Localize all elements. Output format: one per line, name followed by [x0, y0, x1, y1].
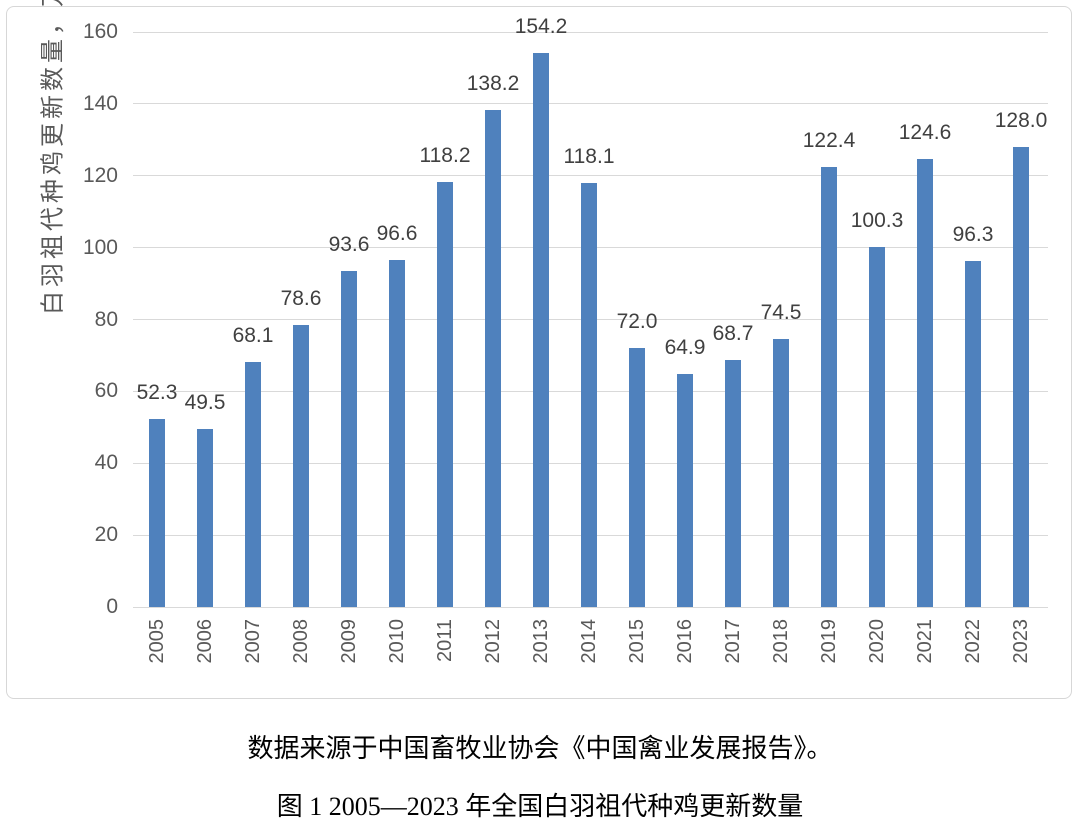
bar-value-label-2007: 68.1 — [232, 324, 274, 348]
x-tick-label-2010: 2010 — [386, 619, 408, 664]
y-tick-label-80: 80 — [94, 307, 118, 331]
bar-2020 — [869, 246, 885, 607]
bar-value-label-2013: 154.2 — [514, 14, 568, 38]
gridline-140 — [133, 103, 1048, 105]
gridline-120 — [133, 175, 1048, 177]
bar-value-label-2016: 64.9 — [664, 335, 706, 359]
bar-2008 — [293, 324, 309, 607]
bar-value-label-2012: 138.2 — [466, 72, 520, 96]
bar-2006 — [197, 429, 213, 607]
bar-2015 — [629, 348, 645, 607]
x-tick-label-2013: 2013 — [530, 619, 552, 664]
gridline-0 — [133, 606, 1048, 608]
x-tick-label-2018: 2018 — [770, 619, 792, 664]
y-tick-label-140: 140 — [82, 91, 118, 115]
bar-value-label-2017: 68.7 — [712, 322, 754, 346]
y-tick-label-20: 20 — [94, 523, 118, 547]
x-tick-label-2005: 2005 — [146, 619, 168, 664]
y-tick-label-0: 0 — [106, 595, 118, 618]
x-tick-label-2006: 2006 — [194, 619, 216, 664]
bar-2022 — [965, 260, 981, 607]
bar-value-label-2010: 96.6 — [376, 221, 418, 245]
bar-2011 — [437, 182, 453, 607]
bar-2021 — [917, 159, 933, 607]
bar-2023 — [1013, 147, 1029, 607]
figure-caption: 图 1 2005—2023 年全国白羽祖代种鸡更新数量 — [276, 792, 804, 821]
y-tick-label-40: 40 — [94, 451, 118, 475]
x-tick-label-2009: 2009 — [338, 619, 360, 664]
bar-value-label-2023: 128.0 — [994, 109, 1048, 132]
x-tick-label-2014: 2014 — [578, 619, 600, 664]
bar-value-label-2011: 118.2 — [419, 144, 471, 168]
gridline-160 — [133, 31, 1048, 33]
x-tick-label-2008: 2008 — [290, 619, 312, 664]
bar-value-label-2014: 118.1 — [563, 144, 615, 168]
y-tick-label-100: 100 — [82, 235, 118, 259]
y-tick-label-120: 120 — [82, 163, 118, 187]
bar-2014 — [581, 182, 597, 607]
x-tick-label-2017: 2017 — [722, 619, 744, 664]
x-tick-label-2019: 2019 — [818, 619, 840, 664]
x-tick-label-2016: 2016 — [674, 619, 696, 664]
bar-value-label-2008: 78.6 — [280, 286, 322, 310]
bar-value-label-2020: 100.3 — [850, 208, 904, 232]
bar-2019 — [821, 167, 837, 607]
x-tick-label-2021: 2021 — [914, 619, 936, 664]
bar-2007 — [245, 362, 261, 607]
bar-2017 — [725, 360, 741, 607]
bar-2009 — [341, 270, 357, 607]
bar-2010 — [389, 259, 405, 607]
bar-value-label-2021: 124.6 — [898, 121, 952, 145]
bar-chart: 白羽祖代种鸡更新数量，万套 52.3 49.5 68.1 78.6 93.6 96.6 11… — [6, 0, 1072, 699]
x-tick-label-2022: 2022 — [962, 619, 984, 664]
bar-value-label-2005: 52.3 — [136, 381, 178, 405]
bar-2016 — [677, 373, 693, 607]
x-tick-label-2015: 2015 — [626, 619, 648, 664]
x-tick-label-2011: 2011 — [434, 619, 456, 663]
source-caption: 数据来源于中国畜牧业协会《中国禽业发展报告》。 — [247, 734, 833, 763]
bar-value-label-2018: 74.5 — [760, 301, 802, 325]
bar-2012 — [485, 110, 501, 607]
bar-2005 — [149, 419, 165, 607]
x-tick-label-2020: 2020 — [866, 619, 888, 664]
x-tick-label-2012: 2012 — [482, 619, 504, 664]
x-tick-label-2007: 2007 — [242, 619, 264, 664]
bar-value-label-2006: 49.5 — [184, 391, 226, 415]
bar-2018 — [773, 339, 789, 607]
x-tick-label-2023: 2023 — [1010, 619, 1032, 664]
bar-value-label-2022: 96.3 — [952, 222, 994, 246]
plot-area: 52.3 49.5 68.1 78.6 93.6 96.6 118.2 138.2 154.2 1… — [133, 15, 1048, 608]
y-tick-label-60: 60 — [94, 379, 118, 403]
bar-value-label-2015: 72.0 — [616, 310, 658, 334]
bar-2013 — [533, 52, 549, 607]
bar-value-label-2019: 122.4 — [802, 129, 856, 153]
y-tick-label-160: 160 — [82, 20, 118, 43]
bar-value-label-2009: 93.6 — [328, 232, 370, 256]
